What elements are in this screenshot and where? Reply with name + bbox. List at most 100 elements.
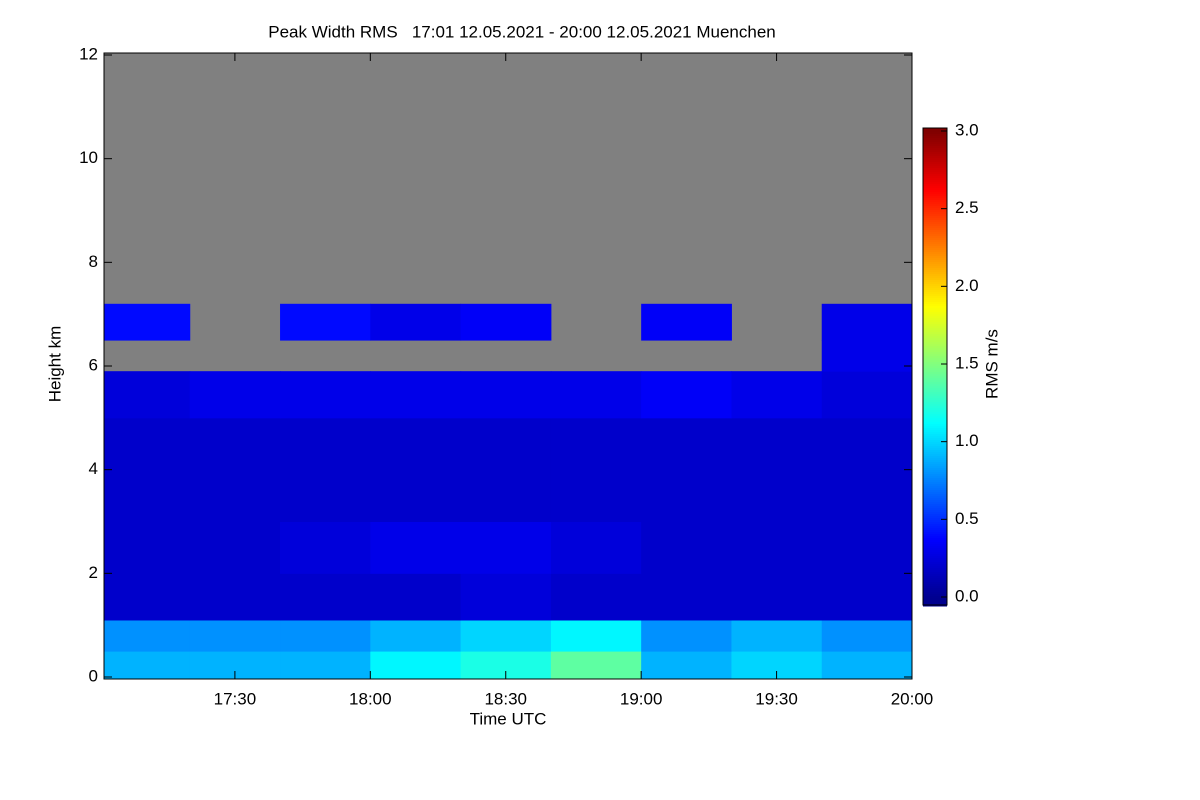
colorbar-band: [923, 158, 947, 161]
colorbar-band: [923, 446, 947, 449]
colorbar-band: [923, 590, 947, 593]
colorbar-band: [923, 504, 947, 507]
heatmap-cell: [104, 573, 191, 621]
colorbar-band: [923, 230, 947, 233]
colorbar-band: [923, 160, 947, 163]
y-tick-label: 4: [89, 459, 98, 478]
colorbar-band: [923, 136, 947, 139]
colorbar-band: [923, 324, 947, 327]
colorbar-band: [923, 298, 947, 301]
colorbar-band: [923, 530, 947, 533]
colorbar-band: [923, 392, 947, 395]
colorbar-band: [923, 200, 947, 203]
colorbar-band: [923, 228, 947, 231]
colorbar-band: [923, 246, 947, 249]
colorbar-band: [923, 294, 947, 297]
colorbar-band: [923, 414, 947, 417]
colorbar-band: [923, 578, 947, 581]
colorbar-band: [923, 302, 947, 305]
colorbar-band: [923, 522, 947, 525]
colorbar-band: [923, 238, 947, 241]
colorbar-band: [923, 518, 947, 521]
colorbar-band: [923, 456, 947, 459]
colorbar-band: [923, 142, 947, 145]
colorbar-band: [923, 162, 947, 165]
colorbar-band: [923, 218, 947, 221]
heatmap-cell: [370, 371, 462, 419]
colorbar-band: [923, 474, 947, 477]
y-tick-label: 8: [89, 252, 98, 271]
colorbar-band: [923, 540, 947, 543]
colorbar-band: [923, 502, 947, 505]
colorbar-band: [923, 520, 947, 523]
colorbar-band: [923, 528, 947, 531]
colorbar-band: [923, 472, 947, 475]
heatmap-cell: [460, 371, 552, 419]
heatmap-cell: [370, 469, 462, 522]
colorbar-band: [923, 402, 947, 405]
colorbar-band: [923, 486, 947, 489]
colorbar-tick-label: 0.5: [955, 509, 979, 528]
colorbar-band: [923, 196, 947, 199]
colorbar-band: [923, 382, 947, 385]
colorbar-band: [923, 296, 947, 299]
colorbar-band: [923, 492, 947, 495]
colorbar-band: [923, 462, 947, 465]
heatmap-cell: [731, 521, 823, 574]
colorbar-band: [923, 178, 947, 181]
heatmap-cell: [641, 521, 732, 574]
colorbar-band: [923, 332, 947, 335]
colorbar-band: [923, 188, 947, 191]
y-tick-label: 10: [79, 148, 98, 167]
heatmap-cell: [641, 573, 732, 621]
colorbar-band: [923, 584, 947, 587]
colorbar-band: [923, 204, 947, 207]
heatmap-cell: [550, 417, 642, 471]
colorbar-band: [923, 376, 947, 379]
colorbar-band: [923, 426, 947, 429]
colorbar-band: [923, 334, 947, 337]
heatmap-cell: [460, 469, 552, 522]
colorbar-band: [923, 168, 947, 171]
colorbar-band: [923, 338, 947, 341]
colorbar-band: [923, 258, 947, 261]
colorbar-band: [923, 448, 947, 451]
heatmap-cell: [280, 417, 371, 471]
heatmap-cell: [104, 651, 191, 680]
colorbar-band: [923, 470, 947, 473]
colorbar-band: [923, 340, 947, 343]
heatmap-cell: [460, 303, 552, 341]
colorbar-band: [923, 374, 947, 377]
colorbar-tick-label: 2.5: [955, 198, 979, 217]
colorbar-band: [923, 266, 947, 269]
colorbar-band: [923, 220, 947, 223]
colorbar-band: [923, 286, 947, 289]
heatmap-cell: [821, 469, 913, 522]
colorbar-band: [923, 398, 947, 401]
colorbar-band: [923, 236, 947, 239]
colorbar-band: [923, 214, 947, 217]
colorbar-band: [923, 580, 947, 583]
colorbar-band: [923, 232, 947, 235]
colorbar-band: [923, 312, 947, 315]
colorbar-band: [923, 224, 947, 227]
colorbar-band: [923, 358, 947, 361]
colorbar-band: [923, 506, 947, 509]
colorbar-band: [923, 564, 947, 567]
colorbar-band: [923, 424, 947, 427]
colorbar-band: [923, 166, 947, 169]
colorbar-tick-label: 2.0: [955, 276, 979, 295]
heatmap-cell: [550, 619, 642, 652]
colorbar-band: [923, 368, 947, 371]
colorbar-band: [923, 198, 947, 201]
x-tick-label: 19:30: [755, 689, 798, 708]
colorbar-band: [923, 278, 947, 281]
colorbar-band: [923, 244, 947, 247]
colorbar-band: [923, 164, 947, 167]
colorbar-band: [923, 388, 947, 391]
colorbar-band: [923, 394, 947, 397]
heatmap-cell: [280, 521, 371, 574]
colorbar-band: [923, 350, 947, 353]
heatmap-cell: [370, 303, 462, 341]
heatmap-cell: [189, 417, 281, 471]
